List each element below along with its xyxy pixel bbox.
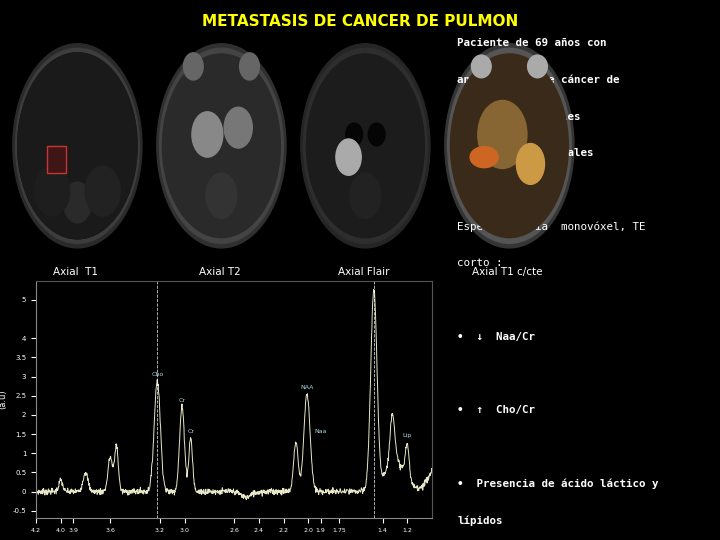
Ellipse shape (350, 173, 381, 218)
Ellipse shape (336, 139, 361, 176)
Text: •  ↑  Cho/Cr: • ↑ Cho/Cr (457, 405, 535, 415)
Text: Naa: Naa (315, 429, 327, 434)
Text: Paciente de 69 años con: Paciente de 69 años con (457, 38, 607, 48)
Bar (295, 32, 436, 259)
Ellipse shape (445, 44, 574, 248)
Ellipse shape (18, 53, 137, 239)
Ellipse shape (346, 123, 363, 146)
Text: Axial T1 c/cte: Axial T1 c/cte (472, 267, 543, 278)
Text: corto :: corto : (457, 258, 503, 268)
Ellipse shape (192, 112, 222, 157)
Text: Cr: Cr (179, 399, 186, 403)
Ellipse shape (301, 44, 430, 248)
Text: Cr: Cr (187, 429, 194, 434)
Bar (151, 32, 292, 259)
Text: Espectroscopía  monovóxel, TE: Espectroscopía monovóxel, TE (457, 221, 646, 232)
Ellipse shape (472, 55, 491, 78)
Ellipse shape (304, 48, 427, 244)
Ellipse shape (160, 48, 283, 244)
Text: Lip: Lip (402, 433, 412, 438)
Circle shape (470, 146, 498, 168)
Bar (7, 32, 148, 259)
Ellipse shape (85, 166, 120, 216)
Ellipse shape (478, 100, 527, 168)
Ellipse shape (163, 54, 280, 238)
Text: Axial T2: Axial T2 (199, 267, 240, 278)
Text: •  Presencia de ácido láctico y: • Presencia de ácido láctico y (457, 478, 659, 489)
Ellipse shape (224, 107, 252, 148)
Ellipse shape (16, 48, 139, 244)
Text: Axial  T1: Axial T1 (53, 267, 98, 278)
Ellipse shape (13, 44, 142, 248)
Ellipse shape (240, 53, 259, 80)
Text: antecedentes de cáncer de: antecedentes de cáncer de (457, 75, 620, 85)
Ellipse shape (18, 53, 137, 239)
Ellipse shape (206, 173, 237, 218)
Text: Cho: Cho (151, 372, 163, 376)
Ellipse shape (63, 182, 91, 223)
Ellipse shape (516, 144, 544, 184)
Ellipse shape (528, 55, 547, 78)
Text: Axial Flair: Axial Flair (338, 267, 390, 278)
Text: METASTASIS DE CANCER DE PULMON: METASTASIS DE CANCER DE PULMON (202, 14, 518, 29)
Text: pulmón y  múltiples: pulmón y múltiples (457, 111, 581, 122)
Text: lípidos: lípidos (457, 515, 503, 525)
Bar (439, 32, 580, 259)
Bar (47, 146, 66, 173)
Ellipse shape (184, 53, 203, 80)
Ellipse shape (448, 48, 571, 244)
Ellipse shape (368, 123, 385, 146)
Text: NAA: NAA (300, 385, 314, 390)
Ellipse shape (35, 166, 70, 216)
Ellipse shape (157, 44, 286, 248)
Ellipse shape (451, 54, 568, 238)
Ellipse shape (307, 54, 424, 238)
Y-axis label: (a.u): (a.u) (0, 390, 7, 409)
Text: •  ↓  Naa/Cr: • ↓ Naa/Cr (457, 332, 535, 342)
Text: metástasis cerebrales: metástasis cerebrales (457, 148, 594, 158)
